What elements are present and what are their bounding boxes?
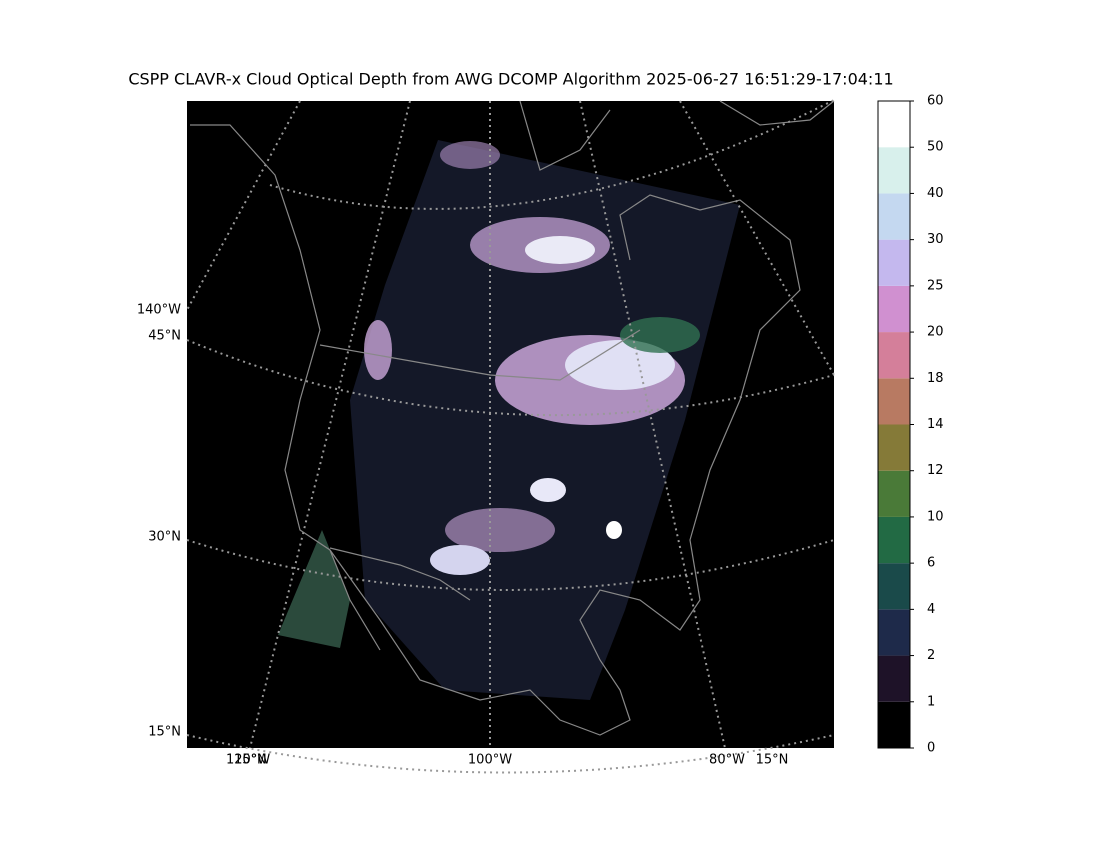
colorbar-tick-label: 20 — [927, 325, 944, 340]
map — [186, 99, 835, 774]
colorbar-segment — [878, 563, 910, 610]
colorbar-segment — [878, 424, 910, 471]
colorbar-tick-label: 0 — [927, 741, 935, 756]
colorbar-tick-label: 30 — [927, 232, 944, 247]
colorbar-segment — [878, 147, 910, 194]
colorbar-segment — [878, 285, 910, 333]
colorbar-segment — [878, 101, 910, 148]
swath-fragment — [278, 530, 350, 648]
colorbar-tick-label: 50 — [927, 140, 944, 155]
colorbar-tick-label: 60 — [927, 94, 944, 109]
colorbar-segment — [878, 701, 910, 748]
graticule-label: 100°W — [468, 753, 512, 768]
clouds — [364, 141, 700, 575]
graticule-label: 30°N — [148, 530, 181, 545]
colorbar-segment — [878, 470, 910, 517]
title: CSPP CLAVR-x Cloud Optical Depth from AW… — [128, 70, 893, 89]
graticule-label: 120°W — [226, 753, 270, 768]
graticule-label: 80°W — [709, 753, 745, 768]
colorbar-tick-label: 1 — [927, 694, 935, 709]
colorbar-tick-label: 4 — [927, 602, 935, 617]
graticule-label: 45°N — [148, 329, 181, 344]
colorbar-tick-label: 10 — [927, 509, 944, 524]
colorbar-segment — [878, 609, 910, 656]
colorbar-segment — [878, 655, 910, 702]
colorbar-segment — [878, 239, 910, 286]
graticule-label: 15°N — [148, 725, 181, 740]
colorbar-segment — [878, 332, 910, 379]
graticule-label: 15°N — [234, 753, 267, 768]
colorbar-tick-label: 6 — [927, 556, 935, 571]
colorbar-tick-label: 25 — [927, 278, 944, 293]
graticule-label: 140°W — [137, 303, 181, 318]
graticule-label: 15°N — [756, 753, 789, 768]
colorbar-tick-label: 40 — [927, 186, 944, 201]
colorbar-tick-label: 12 — [927, 463, 944, 478]
colorbar-segment — [878, 378, 910, 425]
colorbar-segment — [878, 193, 910, 240]
colorbar-tick-label: 18 — [927, 371, 944, 386]
colorbar-tick-label: 14 — [927, 417, 944, 432]
colorbar-segment — [878, 516, 910, 564]
colorbar-tick-label: 2 — [927, 648, 935, 663]
coastlines — [190, 100, 835, 736]
